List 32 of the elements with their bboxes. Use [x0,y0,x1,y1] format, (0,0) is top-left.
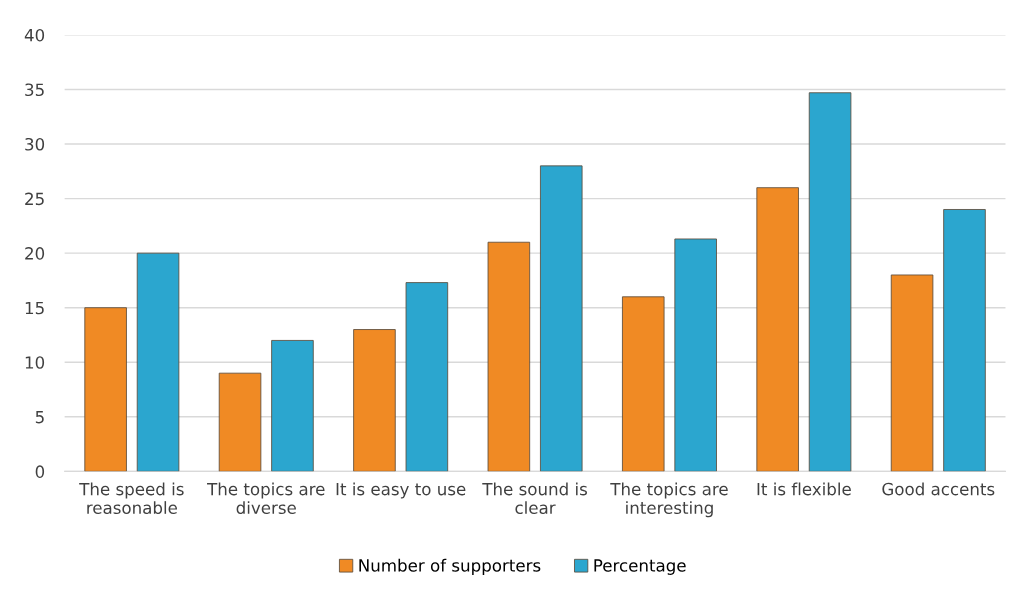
bar [622,296,665,472]
y-tick-label: 5 [35,410,44,424]
bar [890,274,934,472]
y-tick-label: 15 [25,301,44,315]
bar [271,340,314,472]
bar [487,241,531,472]
y-tick-label: 30 [25,137,45,151]
bar [808,92,852,472]
bar [756,187,799,472]
x-tick-label: The topics are interesting [610,482,728,518]
legend-label: Percentage [594,559,686,575]
y-tick-label: 20 [25,247,45,260]
y-tick-label: 0 [35,465,45,478]
bar [405,282,449,472]
bar [218,372,262,472]
y-tick-label: 35 [25,83,44,97]
bar [353,329,396,472]
bar [540,165,583,472]
bar [943,209,986,472]
bar [84,307,127,472]
y-tick-label: 10 [25,356,45,369]
bar [136,252,180,472]
x-tick-label: The sound is clear [482,482,587,515]
x-tick-label: The speed is reasonable [79,482,184,515]
x-tick-label: It is easy to use [336,482,466,499]
y-tick-label: 40 [24,28,45,42]
x-tick-label: It is flexible [757,482,851,496]
bar [674,238,717,472]
legend-label: Number of supporters [359,558,541,575]
x-tick-label: The topics are diverse [207,482,325,515]
x-tick-label: Good accents [882,482,995,496]
y-tick-label: 25 [25,192,44,206]
